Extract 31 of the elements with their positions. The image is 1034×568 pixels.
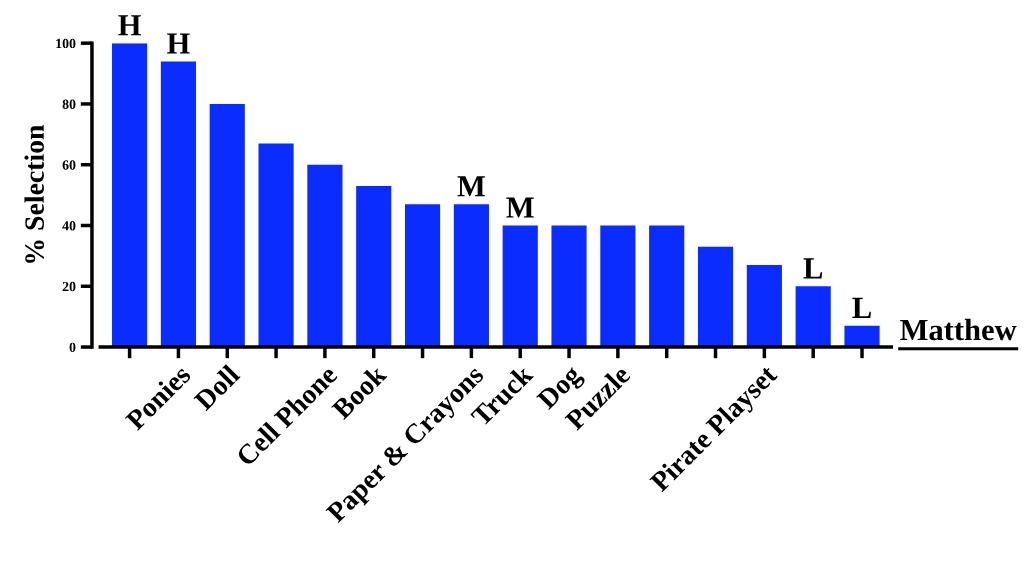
bar: [551, 225, 587, 348]
bar: [600, 225, 636, 348]
bar: [112, 43, 148, 348]
bar: [844, 325, 880, 348]
y-tick-label: 0: [69, 342, 76, 352]
bar: [307, 164, 343, 348]
data-label: L: [803, 258, 823, 279]
y-tick-label: 40: [62, 221, 76, 231]
data-label: M: [457, 176, 485, 197]
y-tick-label: 80: [62, 99, 76, 109]
y-tick-label: 100: [56, 38, 76, 49]
data-label: L: [852, 297, 871, 318]
y-tick-label: 60: [62, 160, 76, 170]
bar: [649, 225, 685, 348]
bar: [502, 225, 538, 348]
bar: [209, 103, 245, 348]
text: Matthew: [900, 318, 1017, 341]
bar: [795, 286, 831, 348]
y-tick-label: 20: [62, 281, 76, 292]
bar: [160, 61, 196, 348]
bar: [746, 265, 782, 348]
data-label: H: [118, 15, 141, 36]
bar: [404, 204, 441, 348]
bar: [356, 185, 392, 348]
bar: [453, 204, 489, 348]
data-label: M: [506, 197, 534, 218]
y-axis-title: % Selection: [24, 124, 45, 263]
data-label: H: [167, 33, 190, 54]
x-tick-label: Doll: [192, 363, 241, 412]
bar: [258, 143, 294, 348]
bar: [697, 246, 734, 348]
